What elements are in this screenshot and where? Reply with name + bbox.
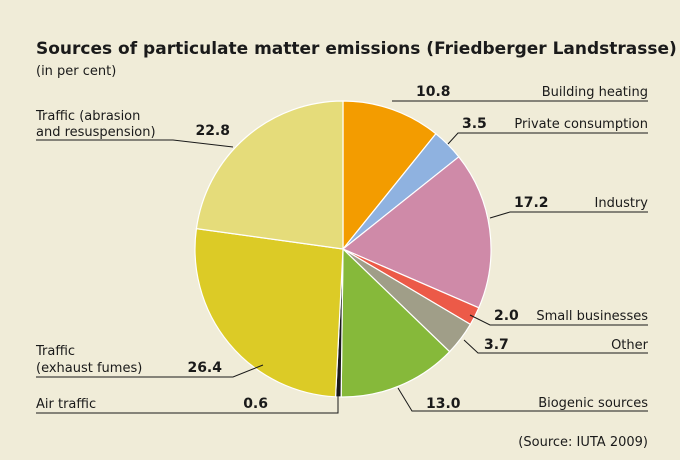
slice-label: Traffic (abrasion: [35, 109, 140, 124]
data-label: 0.6: [243, 396, 268, 412]
slice-label: Biogenic sources: [538, 396, 648, 411]
data-label: 2.0: [494, 308, 519, 324]
slice-label: Small businesses: [536, 309, 648, 324]
leader-line: [463, 339, 648, 354]
data-label: 17.2: [514, 195, 549, 211]
slice-label: Traffic: [35, 344, 75, 359]
data-label: 3.5: [462, 116, 487, 132]
slice-label: (exhaust fumes): [36, 361, 142, 376]
leader-line: [397, 387, 648, 412]
chart-title: Sources of particulate matter emissions …: [36, 39, 677, 59]
data-label: 3.7: [484, 337, 509, 353]
leader-line: [489, 211, 648, 219]
pie-slice: [342, 156, 492, 309]
slice-label: and resuspension): [36, 125, 156, 140]
slice-label: Other: [611, 338, 649, 353]
chart-subtitle: (in per cent): [36, 64, 116, 79]
leader-line: [36, 364, 264, 378]
leader-line: [447, 132, 648, 145]
slice-annotations: 10.8 Building heating 3.5 Private consumpti…: [35, 84, 649, 414]
pie-slices: [194, 100, 492, 398]
pie-slice: [195, 100, 344, 250]
leader-line: [469, 314, 648, 326]
data-label: 13.0: [426, 396, 461, 412]
pie-slice: [342, 100, 437, 250]
data-label: 10.8: [416, 84, 451, 100]
slice-label: Industry: [595, 196, 649, 211]
slice-label: Private consumption: [514, 117, 648, 132]
chart-source: (Source: IUTA 2009): [518, 435, 648, 450]
slice-label: Air traffic: [36, 397, 96, 412]
pie-slice: [340, 248, 451, 398]
data-label: 22.8: [195, 123, 230, 139]
leader-line: [36, 396, 339, 414]
pie-slice: [194, 228, 344, 398]
leader-line: [36, 139, 234, 148]
slice-label: Building heating: [542, 85, 648, 100]
data-label: 26.4: [187, 360, 222, 376]
